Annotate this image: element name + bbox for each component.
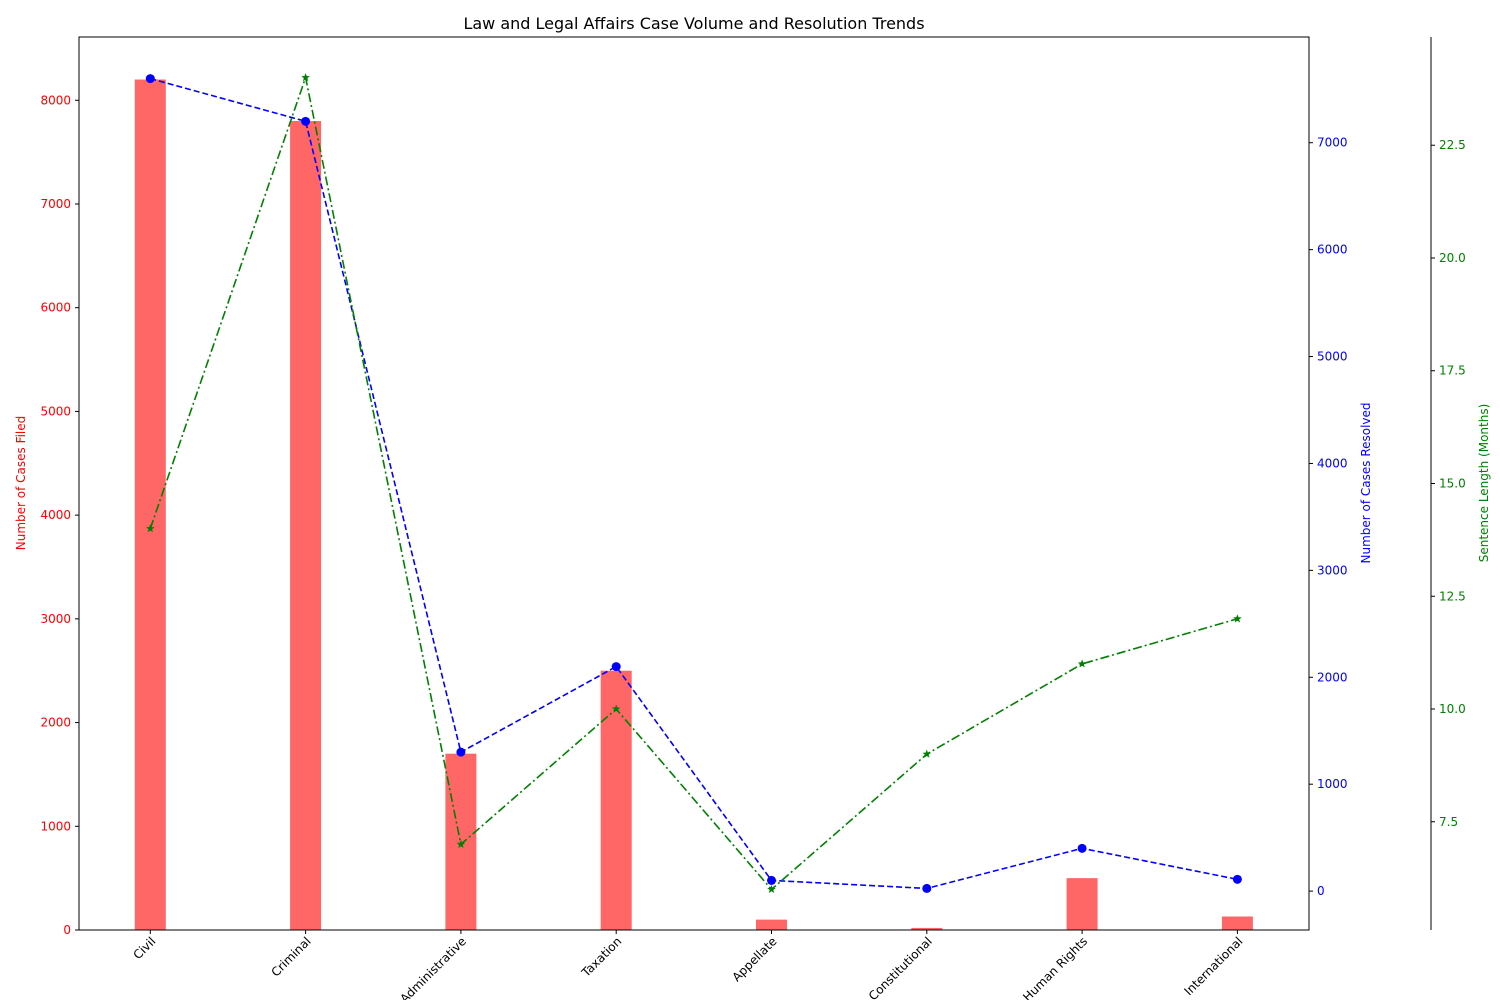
y-left-tick-label: 0 (63, 923, 71, 937)
bars-layer (134, 79, 1253, 931)
sentence-line (149, 74, 1238, 891)
sentence-point-administrative (456, 839, 466, 848)
y-left-tick-label: 4000 (40, 508, 71, 522)
bar-civil (134, 79, 166, 931)
sentence-point-constitutional (922, 749, 932, 758)
bar-human-rights (1066, 878, 1098, 930)
y-far-right-tick-label: 17.5 (1439, 364, 1466, 378)
resolved-point-human-rights (1077, 843, 1087, 853)
resolved-point-administrative (456, 747, 466, 757)
bar-taxation (600, 670, 632, 930)
y-right-tick-label: 5000 (1317, 350, 1348, 364)
sentence-point-international (1233, 614, 1242, 623)
y-axis-far-right-label: Sentence Length (Months) (1477, 404, 1491, 563)
y-right-tick-label: 0 (1317, 884, 1325, 898)
chart-title: Law and Legal Affairs Case Volume and Re… (463, 14, 924, 33)
y-left-tick-label: 6000 (40, 301, 71, 315)
y-far-right-tick-label: 22.5 (1439, 138, 1466, 152)
resolved-point-criminal (301, 116, 311, 126)
y-right-tick-label: 1000 (1317, 777, 1348, 791)
y-right-tick-label: 4000 (1317, 456, 1348, 470)
y-left-tick-label: 3000 (40, 612, 71, 626)
resolved-point-appellate (767, 875, 776, 885)
y-left-tick-label: 8000 (40, 93, 71, 107)
y-far-right-tick-label: 10.0 (1439, 702, 1466, 716)
sentence-point-human-rights (1077, 659, 1087, 668)
y-left-tick-label: 1000 (40, 819, 71, 833)
y-right-tick-label: 7000 (1317, 136, 1348, 150)
y-far-right-tick-label: 7.5 (1439, 815, 1458, 829)
sentence-point-taxation (611, 704, 621, 713)
bar-constitutional (911, 927, 943, 930)
y-axis-right-label: Number of Cases Resolved (1359, 402, 1373, 563)
resolved-point-constitutional (922, 883, 932, 893)
y-right-tick-label: 2000 (1317, 670, 1348, 684)
y-far-right-tick-label: 15.0 (1439, 477, 1466, 491)
bar-international (1221, 916, 1253, 930)
bar-appellate (756, 919, 787, 930)
sentence-point-appellate (767, 884, 776, 894)
sentence-point-civil (146, 524, 155, 533)
plot-frame (78, 36, 1310, 931)
resolved-line (150, 77, 1238, 890)
y-left-tick-label: 7000 (40, 197, 71, 211)
y-far-right-tick-label: 12.5 (1439, 589, 1466, 603)
y-right-tick-label: 6000 (1317, 243, 1348, 257)
sentence-point-criminal (301, 73, 310, 82)
y-right-tick-label: 3000 (1317, 563, 1348, 577)
y-left-tick-label: 2000 (40, 716, 71, 730)
y-axis-left-label: Number of Cases Filed (14, 416, 28, 551)
resolved-point-civil (145, 74, 155, 84)
y-far-right-tick-label: 20.0 (1439, 251, 1466, 265)
resolved-point-international (1232, 874, 1242, 884)
bar-criminal (290, 121, 322, 931)
lines-layer (145, 73, 1242, 894)
y-left-tick-label: 5000 (40, 404, 71, 418)
resolved-point-taxation (611, 662, 621, 672)
